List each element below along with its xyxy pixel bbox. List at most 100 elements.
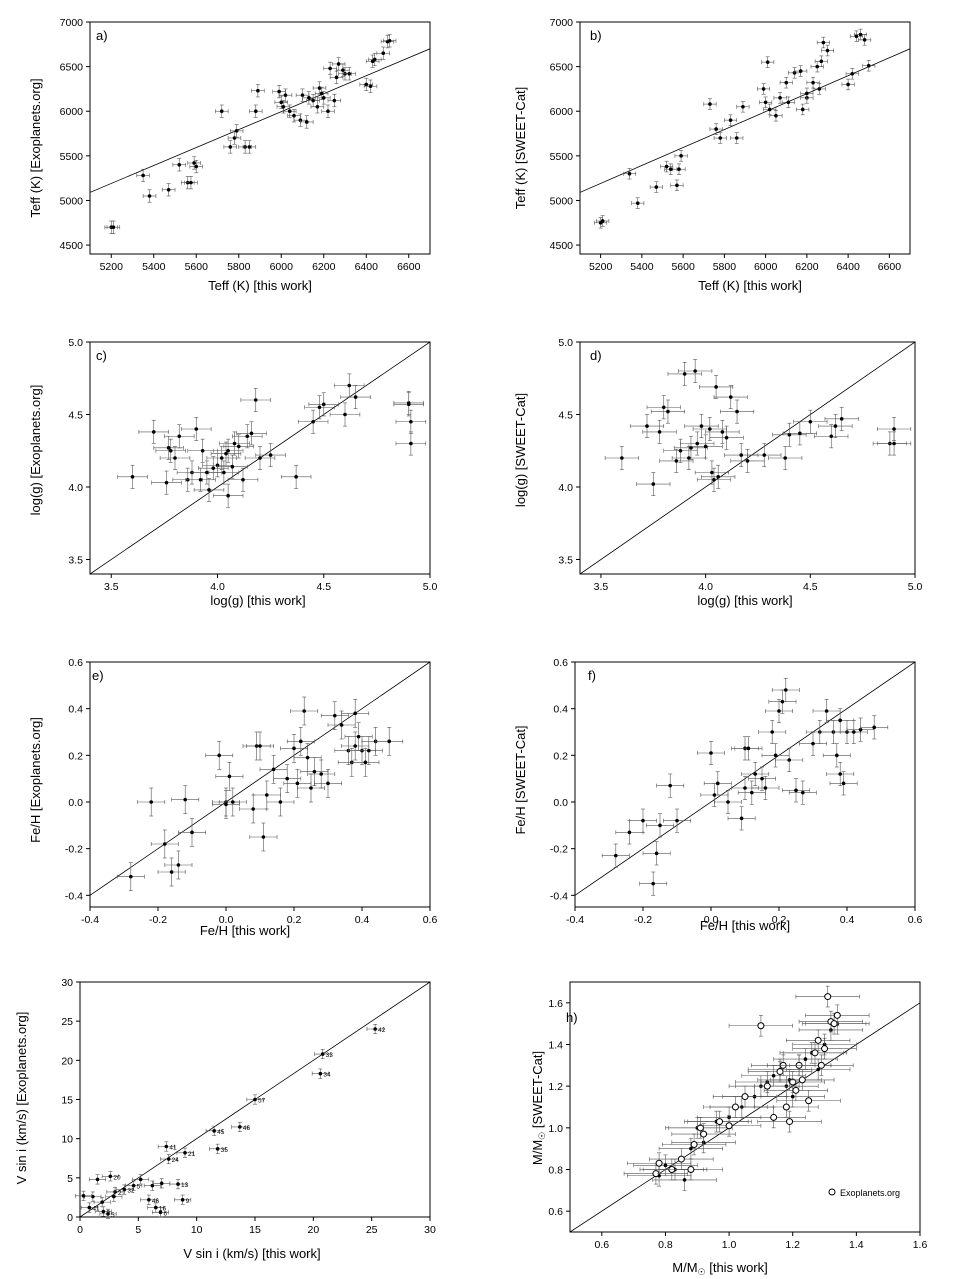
y-tick-label: 0	[67, 1212, 73, 1224]
data-point	[658, 1158, 724, 1181]
x-tick-label: -0.4	[81, 914, 99, 926]
data-point	[650, 399, 685, 424]
data-point	[826, 762, 855, 786]
data-point	[310, 100, 325, 114]
data-point	[210, 441, 242, 466]
panel-b: 5200 5400 5600 5800 6000 6200 6400 6600 4500 5000…	[513, 17, 911, 293]
y-axis-label-a: Teff (K) [Exoplanets.org]	[28, 78, 43, 217]
data-point	[633, 1154, 698, 1177]
y-tick-label: 4.0	[558, 482, 573, 494]
data-point: 46	[140, 1194, 159, 1205]
y-tick-label: 4.0	[68, 482, 83, 494]
y-tick-label: 20	[61, 1055, 73, 1067]
x-tick-label: 6600	[878, 261, 902, 273]
data-point	[329, 402, 361, 427]
data-point	[266, 787, 295, 817]
point-label: 32	[127, 1188, 135, 1195]
data-point	[770, 1069, 835, 1091]
data-point	[860, 715, 889, 740]
data-point	[189, 160, 203, 174]
data-point	[839, 720, 868, 744]
data-point	[227, 131, 242, 145]
y-tick-label: 10	[61, 1134, 73, 1146]
data-point	[340, 385, 371, 409]
data-point	[672, 163, 686, 175]
data-point	[779, 77, 793, 89]
y-tick-label: 5500	[550, 151, 574, 163]
data-point	[308, 392, 339, 417]
data-point	[841, 78, 855, 91]
data-point	[215, 104, 229, 118]
y-tick-label: 1.2	[548, 1081, 563, 1093]
panel-e: -0.4 -0.2 0.0 0.2 0.4 0.6 -0.4 -0.2 0.0 0.2 0.4 0.6…	[28, 657, 438, 938]
data-point	[768, 446, 803, 470]
point-label: 2	[118, 1190, 122, 1197]
point-label: 33	[326, 1052, 334, 1059]
x-tick-label: 0.4	[355, 914, 370, 926]
data-point: 34	[311, 1068, 331, 1079]
data-point	[754, 1096, 819, 1118]
data-point	[232, 424, 263, 449]
x-tick-label: 0.8	[658, 1239, 673, 1251]
data-point	[709, 425, 744, 450]
plot-frame	[89, 661, 431, 908]
y-tick-label: 5000	[550, 195, 574, 207]
data-point	[251, 84, 265, 98]
panel-c: 3.5 4.0 4.5 5.0 3.5 4.0 4.5 5.0 c) log(g) [this…	[28, 337, 437, 608]
data-point	[626, 1152, 692, 1174]
plot-frame	[574, 661, 916, 908]
data-point	[246, 731, 274, 761]
data-point: 21	[176, 1147, 196, 1158]
x-tick-label: 0.2	[772, 914, 787, 926]
data-point	[748, 766, 776, 791]
data-point	[223, 140, 237, 154]
data-point	[178, 818, 206, 847]
data-point	[741, 762, 770, 786]
data-point: 13	[169, 1179, 189, 1190]
data-point	[206, 446, 237, 470]
y-axis-label-e: Fe/H [Exoplanets.org]	[28, 717, 43, 843]
data-point	[89, 1174, 106, 1185]
data-point	[306, 93, 320, 108]
x-tick-label: 3.5	[104, 581, 119, 593]
data-point	[789, 1054, 854, 1077]
data-point	[821, 44, 834, 57]
data-point	[765, 699, 793, 723]
data-point	[93, 1197, 111, 1208]
y-tick-label: 5	[67, 1173, 73, 1185]
data-point	[187, 156, 201, 170]
data-point	[671, 1123, 736, 1145]
data-point	[331, 57, 346, 71]
x-tick-label: 0.6	[423, 914, 438, 926]
data-point	[793, 409, 828, 434]
data-point	[116, 862, 145, 891]
data-point	[273, 764, 302, 793]
data-point	[84, 1191, 102, 1202]
plot-frame	[579, 341, 916, 575]
data-point	[646, 395, 681, 420]
x-tick-label: -0.2	[149, 914, 167, 926]
data-point	[193, 478, 225, 502]
data-point	[290, 696, 319, 726]
data-point	[208, 460, 240, 485]
data-point	[171, 785, 200, 814]
data-point	[818, 414, 853, 438]
point-label: 41	[92, 1206, 100, 1213]
y-axis-label-h: M/M☉ [SWEET-Cat]	[530, 1051, 547, 1165]
data-point	[713, 132, 727, 144]
data-point	[244, 446, 276, 470]
y-tick-label: 6000	[60, 106, 84, 118]
panel-h: 0.6 0.8 1.0 1.2 1.4 1.60.60.81.01.21.41.6 h) …	[530, 981, 927, 1277]
data-point: 20	[101, 1171, 121, 1182]
data-point	[792, 1037, 857, 1060]
point-label: 16	[159, 1206, 167, 1213]
data-point	[215, 762, 244, 791]
plot-frame	[569, 981, 921, 1233]
data-point	[699, 375, 734, 399]
data-point	[242, 140, 257, 154]
data-point	[663, 808, 691, 833]
data-point	[772, 422, 807, 447]
data-point	[601, 843, 630, 868]
plot-frame	[579, 21, 911, 255]
data-point	[329, 70, 344, 84]
